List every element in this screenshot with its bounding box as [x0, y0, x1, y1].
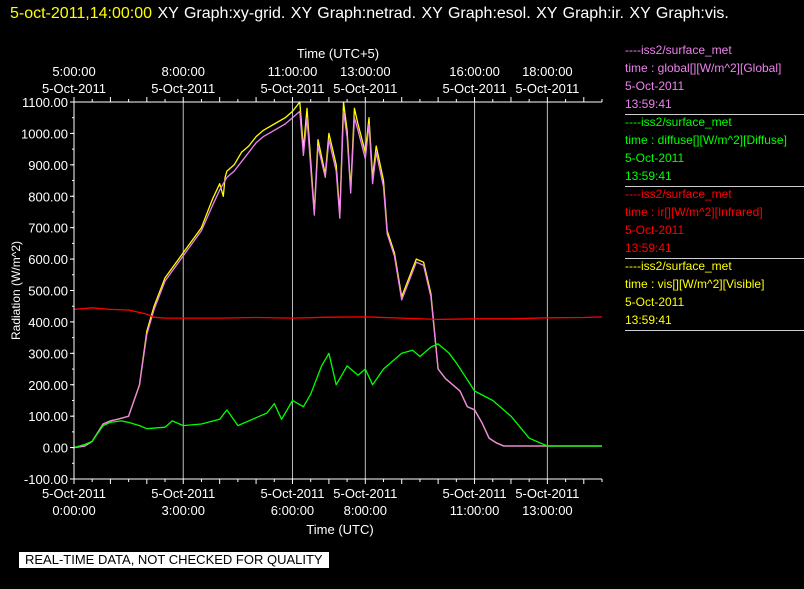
legend-separator: [625, 114, 804, 115]
legend-source: ----iss2/surface_met: [625, 187, 732, 201]
top-tick-label-time: 5:00:00: [52, 64, 95, 79]
legend-time: 13:59:41: [625, 241, 672, 255]
legend-time: 13:59:41: [625, 313, 672, 327]
axes: [70, 97, 603, 484]
top-tick-label-date: 5-Oct-2011: [515, 81, 579, 96]
top-tick-label-date: 5-Oct-2011: [42, 81, 106, 96]
legend-variable: time : vis[][W/m^2][Visible]: [625, 277, 765, 291]
y-tick-label: 800.00: [28, 189, 68, 204]
y-tick-label: 500.00: [28, 284, 68, 299]
y-tick-label: 1000.00: [21, 126, 68, 141]
legend-time: 13:59:41: [625, 97, 672, 111]
series-group: [73, 101, 603, 449]
x-tick-label-date: 5-Oct-2011: [260, 486, 324, 501]
y-tick-label: 100.00: [28, 409, 68, 424]
x-axis-title: Time (UTC): [306, 522, 373, 537]
y-tick-label: 600.00: [28, 252, 68, 267]
y-tick-label: 400.00: [28, 315, 68, 330]
legend-variable: time : global[][W/m^2][Global]: [625, 61, 782, 75]
x-tick-label-time: 3:00:00: [162, 503, 205, 518]
x-tick-label-time: 6:00:00: [271, 503, 314, 518]
x-tick-label-time: 13:00:00: [522, 503, 573, 518]
x-tick-label-time: 8:00:00: [344, 503, 387, 518]
legend-separator: [625, 258, 804, 259]
series-line-vis: [73, 101, 602, 449]
x-tick-label-time: 11:00:00: [450, 503, 500, 518]
legend-date: 5-Oct-2011: [625, 223, 685, 237]
y-tick-label: 1100.00: [22, 95, 68, 110]
legend-date: 5-Oct-2011: [625, 79, 685, 93]
legend-source: ----iss2/surface_met: [625, 43, 732, 57]
legend-variable: time : diffuse[][W/m^2][Diffuse]: [625, 133, 787, 147]
x-tick-label-date: 5-Oct-2011: [42, 486, 106, 501]
y-axis-title: Radiation (W/m^2): [9, 241, 23, 340]
y-tick-label: 900.00: [28, 158, 68, 173]
x-tick-label-date: 5-Oct-2011: [443, 486, 507, 501]
y-tick-label: 200.00: [28, 378, 68, 393]
series-line-global: [73, 110, 602, 449]
legend-date: 5-Oct-2011: [625, 151, 685, 165]
top-tick-label-time: 11:00:00: [268, 64, 318, 79]
legend-separator: [625, 330, 804, 331]
x-tick-label-date: 5-Oct-2011: [333, 486, 397, 501]
top-tick-label-time: 18:00:00: [522, 64, 573, 79]
y-tick-label: -100.00: [24, 472, 68, 487]
chart-header: 5-oct-2011,14:00:00 XY Graph:xy-grid. XY…: [10, 3, 800, 25]
legend-separator: [625, 186, 804, 187]
top-tick-label-date: 5-Oct-2011: [443, 81, 507, 96]
top-axis-title: Time (UTC+5): [297, 46, 379, 61]
top-tick-label-date: 5-Oct-2011: [260, 81, 324, 96]
grid-lines: [182, 102, 548, 479]
top-tick-label-date: 5-Oct-2011: [151, 81, 215, 96]
y-tick-label: 700.00: [28, 221, 68, 236]
x-tick-label-date: 5-Oct-2011: [151, 486, 215, 501]
top-tick-label-time: 8:00:00: [162, 64, 205, 79]
axis-labels: -100.00 0.00 100.00 200.00 300.00 400.00 500.0…: [9, 46, 579, 537]
quality-note: REAL-TIME DATA, NOT CHECKED FOR QUALITY: [19, 552, 329, 568]
legend-source: ----iss2/surface_met: [625, 259, 732, 273]
y-tick-label: 0.00: [43, 441, 68, 456]
header-graphs-list: XY Graph:xy-grid. XY Graph:netrad. XY Gr…: [157, 5, 729, 22]
series-line-diffuse: [73, 343, 602, 449]
legend-source: ----iss2/surface_met: [625, 115, 732, 129]
top-tick-label-time: 16:00:00: [449, 64, 500, 79]
x-tick-label-date: 5-Oct-2011: [515, 486, 579, 501]
y-tick-label: 300.00: [28, 346, 68, 361]
top-tick-label-date: 5-Oct-2011: [333, 81, 397, 96]
legend-time: 13:59:41: [625, 169, 672, 183]
header-timestamp: 5-oct-2011,14:00:00: [10, 5, 153, 22]
legend-date: 5-Oct-2011: [625, 295, 685, 309]
legend-variable: time : ir[][W/m^2][Infrared]: [625, 205, 763, 219]
x-tick-label-time: 0:00:00: [52, 503, 95, 518]
series-line-ir: [73, 307, 603, 321]
top-tick-label-time: 13:00:00: [340, 64, 391, 79]
